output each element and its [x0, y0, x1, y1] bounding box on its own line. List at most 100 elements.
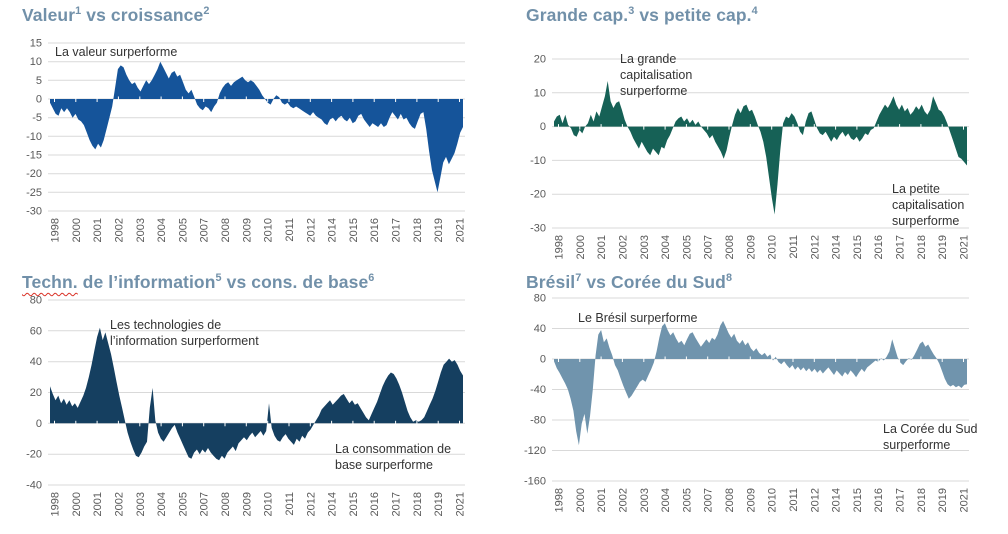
- y-axis-label: -25: [26, 187, 42, 199]
- y-axis-label: 10: [30, 56, 42, 68]
- title-text: Techn.: [22, 272, 78, 292]
- x-axis-label: 2015: [852, 235, 864, 259]
- x-axis-label: 2011: [788, 488, 800, 512]
- area-chart: 80 60 40 20 0 -20 -40 1998 2000 2001 2002 2003 2004 2…: [26, 295, 467, 517]
- x-axis-label: 2017: [391, 218, 403, 242]
- y-axis-label: 0: [540, 121, 546, 133]
- x-axis-label: 2010: [263, 492, 275, 516]
- x-axis-label: 2004: [660, 235, 672, 259]
- x-axis-label: 2016: [369, 218, 381, 242]
- x-axis-label: 2012: [809, 488, 821, 512]
- y-axis-label: 20: [534, 54, 546, 66]
- y-axis-label: -120: [524, 445, 546, 457]
- x-axis-label: 2016: [873, 235, 885, 259]
- x-axis-label: 2008: [724, 488, 736, 512]
- x-axis-label: 2001: [92, 218, 104, 242]
- x-axis-label: 2002: [617, 488, 629, 512]
- x-axis-label: 2009: [745, 488, 757, 512]
- y-axis-label: -40: [530, 384, 546, 396]
- y-axis-label: -10: [26, 131, 42, 143]
- x-axis-label: 2019: [433, 492, 445, 516]
- y-axis-label: -10: [530, 155, 546, 167]
- x-axis-label: 2014: [327, 492, 339, 516]
- x-axis-label: 2016: [873, 488, 885, 512]
- x-axis-label: 1998: [554, 488, 566, 512]
- chart-title: Techn. de l’information5 vs cons. de bas…: [22, 272, 374, 293]
- x-axis-label: 2017: [391, 492, 403, 516]
- y-axis-label: 80: [534, 293, 546, 305]
- y-axis-label: 15: [30, 38, 42, 50]
- x-axis-label: 2014: [831, 235, 843, 259]
- x-axis-label: 2002: [113, 218, 125, 242]
- x-axis-label: 2001: [596, 488, 608, 512]
- title-text: vs croissance: [81, 5, 204, 25]
- chart-annotation: La valeur surperforme: [55, 45, 178, 59]
- x-axis-label: 2019: [937, 235, 949, 259]
- panel-tech-info-vs-cons-base: Techn. de l’information5 vs cons. de bas…: [0, 267, 504, 534]
- title-superscript: 3: [628, 5, 635, 18]
- chart-title: Brésil7 vs Corée du Sud8: [526, 272, 732, 293]
- x-axis-label: 2009: [241, 492, 253, 516]
- panel-valeur-vs-croissance: Valeur1 vs croissance2 15 10 5 0 -5 -10 -15 -20…: [0, 0, 504, 267]
- x-axis-label: 2018: [916, 488, 928, 512]
- x-axis-label: 2018: [916, 235, 928, 259]
- x-axis-label: 2012: [305, 492, 317, 516]
- x-axis-label: 2000: [575, 488, 587, 512]
- x-axis-label: 2005: [177, 492, 189, 516]
- y-axis-label: -20: [26, 168, 42, 180]
- x-axis-label: 2004: [156, 492, 168, 516]
- x-axis-label: 2005: [681, 235, 693, 259]
- x-axis-label: 2007: [199, 218, 211, 242]
- x-axis-label: 2021: [959, 488, 971, 512]
- x-axis-label: 2014: [831, 488, 843, 512]
- x-axis-label: 2017: [895, 488, 907, 512]
- title-text: vs Corée du Sud: [581, 272, 726, 292]
- title-superscript: 4: [751, 5, 758, 18]
- x-axis-label: 2000: [71, 218, 83, 242]
- x-axis-label: 2000: [575, 235, 587, 259]
- x-axis-label: 2007: [199, 492, 211, 516]
- y-axis-label: 80: [30, 295, 42, 307]
- y-axis-label: 0: [36, 418, 42, 430]
- y-axis-label: 5: [36, 75, 42, 87]
- x-axis-label: 2011: [788, 235, 800, 259]
- x-axis-label: 2010: [767, 235, 779, 259]
- x-axis-label: 2005: [177, 218, 189, 242]
- panel-bresil-vs-coree-du-sud: Brésil7 vs Corée du Sud8 80 40 0 -40 -80 -120…: [504, 267, 1008, 534]
- x-axis-label: 2021: [959, 235, 971, 259]
- x-axis-label: 2004: [660, 488, 672, 512]
- x-axis-label: 2001: [596, 235, 608, 259]
- title-text: Valeur: [22, 5, 76, 25]
- area-series: [50, 61, 463, 193]
- x-axis-label: 2003: [639, 488, 651, 512]
- x-axis-label: 2012: [809, 235, 821, 259]
- y-axis-label: -20: [530, 189, 546, 201]
- y-axis-label: -20: [26, 449, 42, 461]
- title-text: de l’information: [77, 272, 216, 292]
- x-axis-label: 2009: [241, 218, 253, 242]
- x-axis-label: 2019: [937, 488, 949, 512]
- area-series: [554, 320, 967, 446]
- x-axis-label: 2021: [455, 492, 467, 516]
- area-chart: 80 40 0 -40 -80 -120 -160 1998 2000 2001 2002 2003 2…: [524, 293, 971, 513]
- y-axis-label: -30: [530, 223, 546, 235]
- chart-title: Valeur1 vs croissance2: [22, 5, 209, 26]
- chart-title: Grande cap.3 vs petite cap.4: [526, 5, 758, 26]
- x-axis-label: 2012: [305, 218, 317, 242]
- x-axis-label: 2003: [135, 218, 147, 242]
- x-axis-label: 2010: [263, 218, 275, 242]
- x-axis-label: 2016: [369, 492, 381, 516]
- x-axis-label: 2011: [284, 218, 296, 242]
- y-axis-label: 10: [534, 87, 546, 99]
- y-axis-label: -80: [530, 415, 546, 427]
- title-superscript: 1: [75, 5, 82, 18]
- x-axis-label: 2015: [852, 488, 864, 512]
- y-axis-label: 0: [36, 94, 42, 106]
- x-axis-label: 2017: [895, 235, 907, 259]
- title-superscript: 6: [368, 272, 375, 285]
- x-axis-label: 2008: [220, 492, 232, 516]
- x-axis-label: 1998: [50, 218, 62, 242]
- x-axis-label: 2003: [639, 235, 651, 259]
